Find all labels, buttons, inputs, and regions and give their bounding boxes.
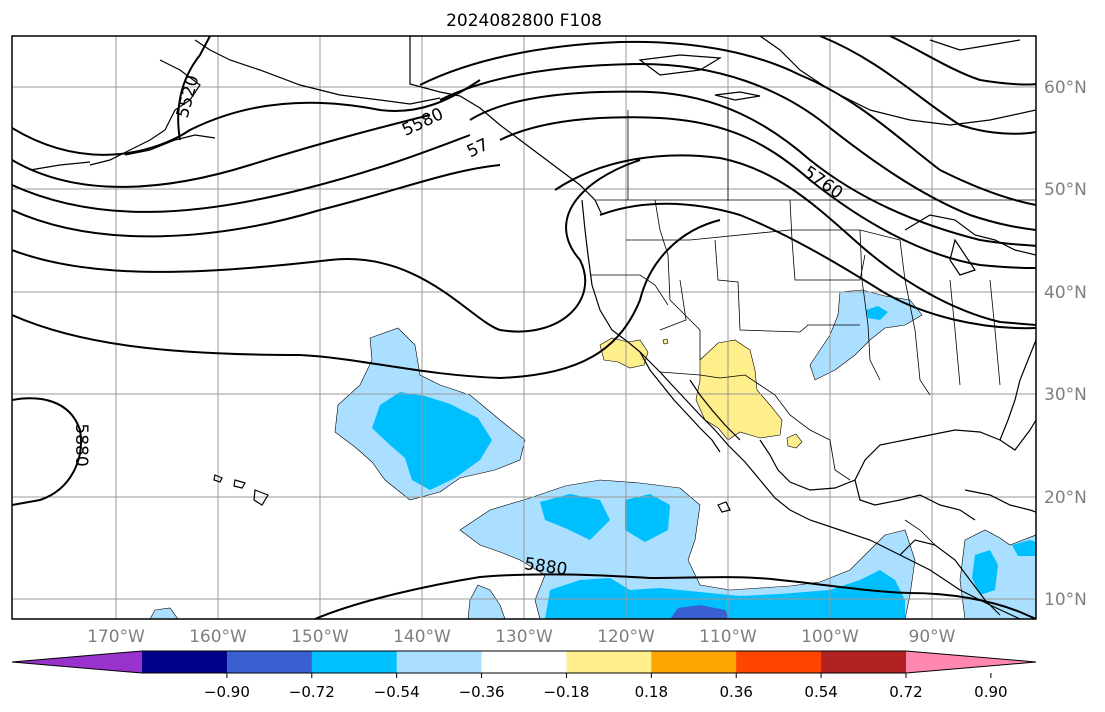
lon-label: 150°W (291, 627, 349, 647)
colorbar-tick-label: −0.36 (459, 683, 505, 701)
colorbar-tick-label: −0.72 (289, 683, 335, 701)
positive-shading-southwest (695, 339, 783, 441)
colorbar-segment (396, 651, 483, 673)
colorbar-extend-low (12, 651, 142, 673)
colorbar-segment (566, 651, 652, 673)
lat-label: 60°N (1044, 78, 1087, 98)
colorbar-extend-high (906, 651, 1036, 673)
colorbar-tick-label: −0.90 (204, 683, 250, 701)
colorbar-segment (481, 651, 567, 673)
colorbar-segment (821, 651, 907, 673)
lon-label: 140°W (393, 627, 451, 647)
contour-label-5880-west: 5880 (71, 423, 91, 466)
positive-shading-tiny (662, 338, 669, 345)
lon-label: 110°W (699, 627, 757, 647)
negative-shading-central-us-core (866, 306, 888, 320)
negative-shading-southwest (467, 584, 506, 619)
negative-shading-pacific-core (372, 392, 492, 490)
lon-label: 160°W (189, 627, 247, 647)
figure-title: 2024082800 F108 (446, 11, 602, 31)
lat-label: 50°N (1044, 180, 1087, 200)
lon-label: 90°W (909, 627, 956, 647)
strong-negative-shading (670, 605, 730, 619)
map-frame (11, 35, 1037, 620)
lat-label: 40°N (1044, 283, 1087, 303)
lon-label: 130°W (495, 627, 553, 647)
lat-label: 20°N (1044, 488, 1087, 508)
negative-shading-central-us (809, 289, 923, 381)
height-contours (12, 36, 1036, 619)
colorbar-segment (736, 651, 822, 673)
colorbar-tick-label: 0.54 (804, 683, 837, 701)
colorbar-segment (651, 651, 737, 673)
longitude-labels: 170°W 160°W 150°W 140°W 130°W 120°W 110°… (87, 627, 956, 647)
colorbar-tick-label: 0.72 (889, 683, 922, 701)
shaded-field (149, 289, 1036, 619)
colorbar-segment (226, 651, 313, 673)
lon-label: 120°W (597, 627, 655, 647)
colorbar-tick-label: −0.18 (543, 683, 589, 701)
lon-label: 170°W (87, 627, 145, 647)
negative-shading-caribbean-core (972, 550, 998, 595)
latitude-labels: 60°N 50°N 40°N 30°N 20°N 10°N (1044, 78, 1087, 610)
colorbar-outline (11, 650, 1037, 674)
colorbar: −0.90 −0.72 −0.54 −0.36 −0.18 0.18 0.36 0.54 0.7… (11, 650, 1037, 701)
lat-label: 10°N (1044, 590, 1087, 610)
colorbar-segment (142, 651, 228, 673)
negative-shading-tropics-core-2 (625, 494, 670, 542)
positive-shading-small (786, 433, 803, 449)
colorbar-tick-label: −0.54 (374, 683, 420, 701)
negative-shading-caribbean-core-2 (1012, 540, 1036, 556)
map-panel: 5520 5580 5760 5880 5880 57 (11, 35, 1037, 620)
colorbar-segment (311, 651, 398, 673)
lon-label: 100°W (801, 627, 859, 647)
political-borders (409, 36, 1036, 546)
negative-shading-tropics-core (540, 494, 610, 540)
lat-label: 30°N (1044, 385, 1087, 405)
colorbar-tick-label: 0.36 (720, 683, 753, 701)
colorbar-tick-label: 0.18 (635, 683, 668, 701)
negative-shading-tropics-core-3 (545, 570, 905, 619)
colorbar-tick-label: 0.90 (974, 683, 1007, 701)
negative-shading-south-edge (149, 607, 179, 619)
